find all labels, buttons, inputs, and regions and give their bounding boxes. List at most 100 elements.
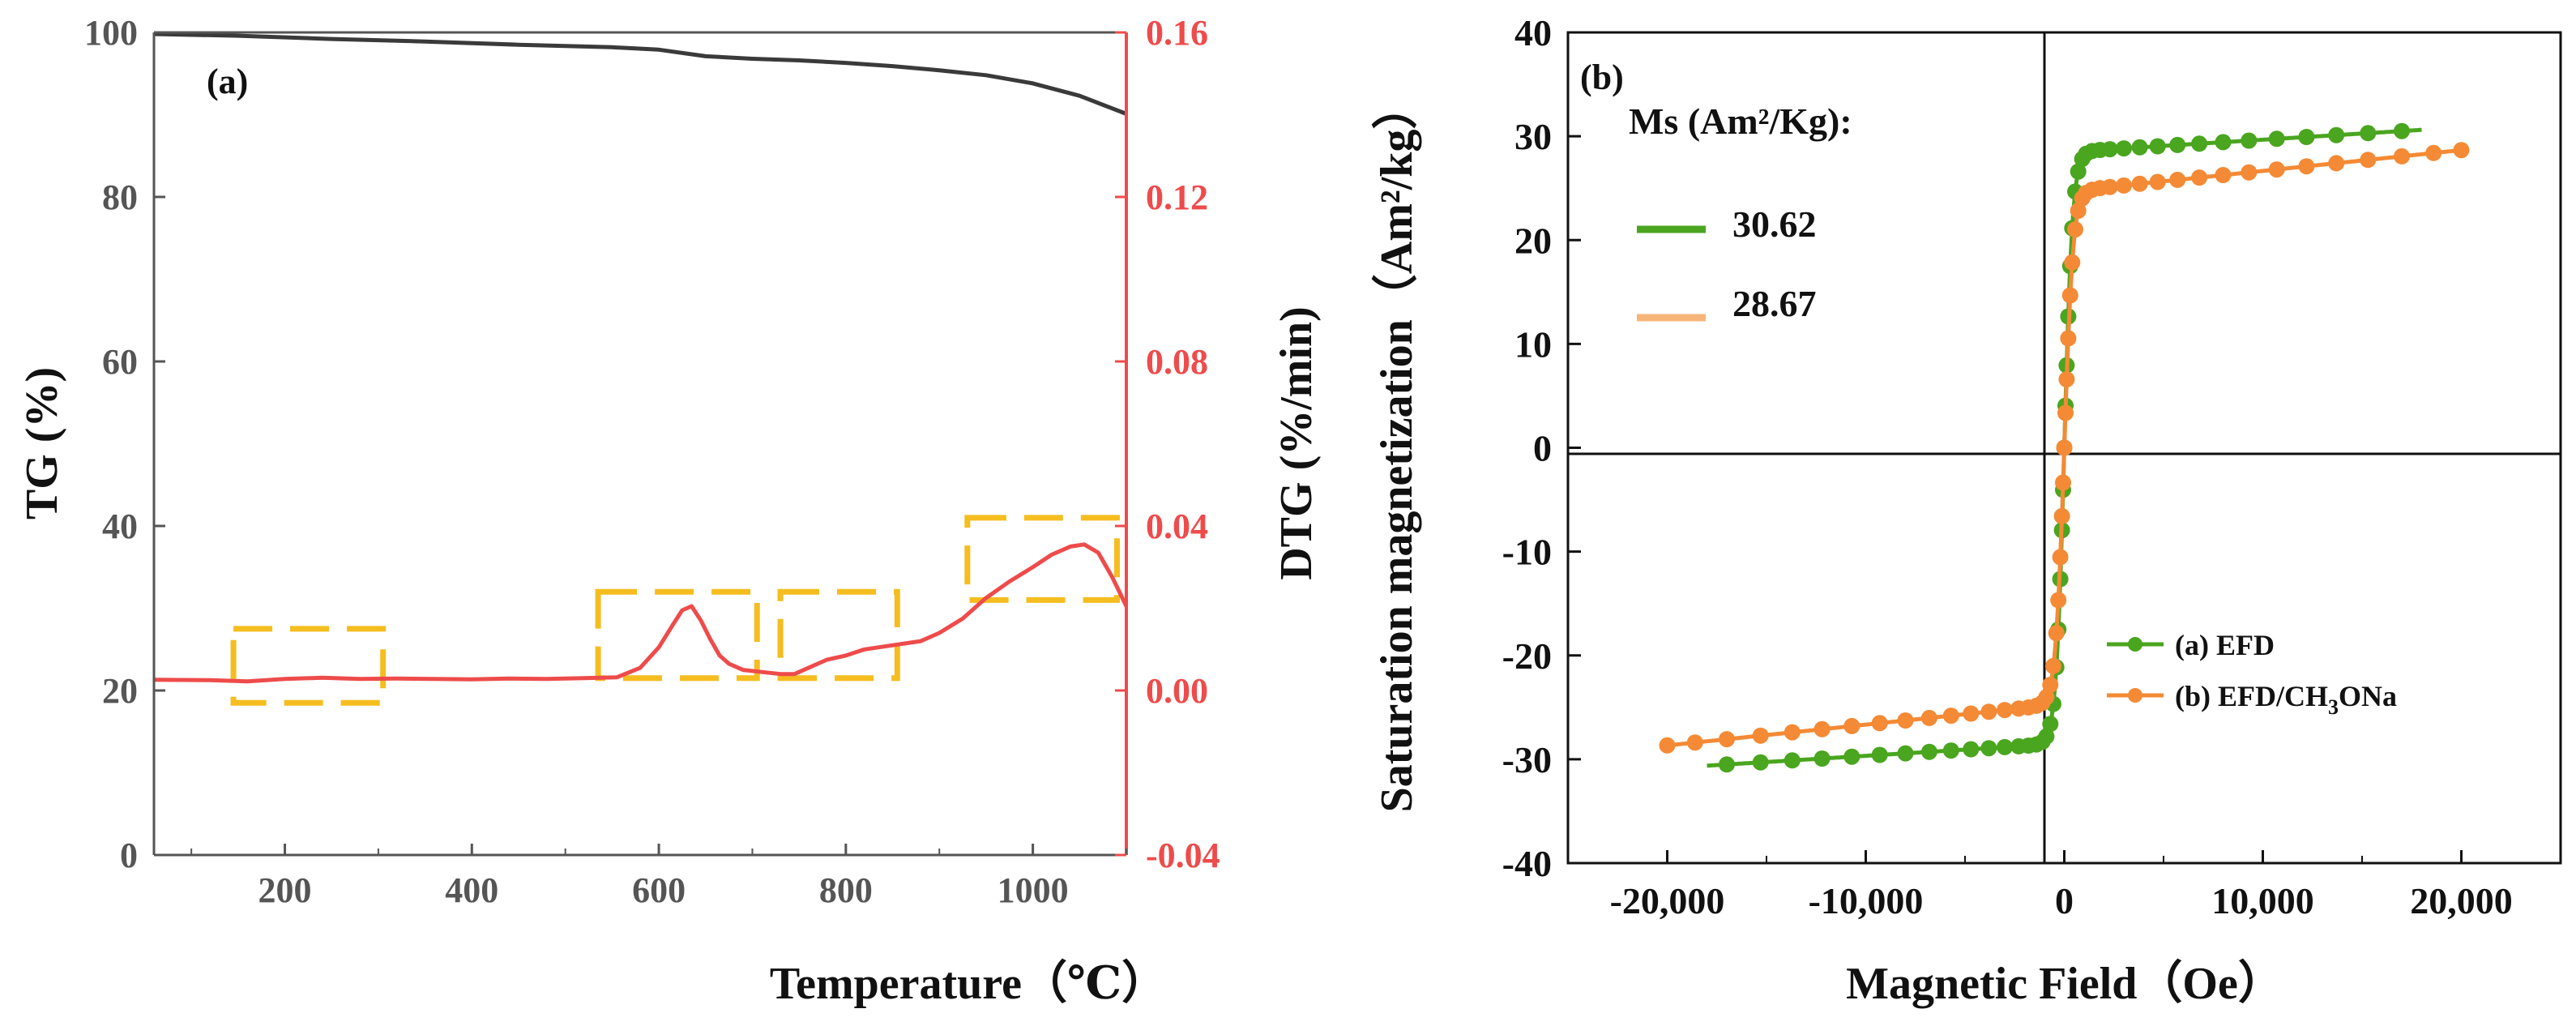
series-efd-point [2328, 126, 2345, 143]
series-efd-point [1719, 756, 1735, 773]
series-efd-point [2215, 134, 2232, 151]
series-efd-point [2241, 132, 2258, 149]
b-x-tick-label: -20,000 [1610, 880, 1725, 921]
series-efd-ch3ona-point [2101, 178, 2118, 195]
series-efd-ch3ona-point [2064, 254, 2081, 271]
series-efd-ch3ona-point [2048, 625, 2065, 642]
a-x-tick-label: 1000 [998, 870, 1069, 910]
series-efd-point [1897, 745, 1914, 762]
series-tg-line [153, 32, 1127, 116]
b-y-tick-label: 30 [1514, 116, 1552, 157]
ms-value-2: 28.67 [1732, 283, 1817, 324]
b-y-axis-label: Saturation magnetization（Am²/kg） [1371, 84, 1422, 813]
series-efd-ch3ona-point [2053, 507, 2070, 524]
series-efd-ch3ona-point [1752, 727, 1769, 744]
ms-value-1: 30.62 [1732, 203, 1817, 245]
series-efd-ch3ona-point [2052, 549, 2069, 566]
a-y-left-label: TG (%) [17, 367, 67, 519]
series-efd-ch3ona-point [1719, 731, 1735, 748]
series-efd-ch3ona-point [1813, 720, 1831, 737]
series-efd-ch3ona-point [2067, 221, 2083, 238]
series-efd-ch3ona-point [2131, 175, 2148, 192]
series-efd-point [1942, 742, 1959, 759]
highlight-box-1 [230, 626, 387, 706]
panel-b-magnetization-chart: -20,000 -10,000 0 10,000 20,000 -40 -30 -20 -10 0… [1371, 12, 2562, 1009]
series-efd-ch3ona-point [1997, 702, 2013, 719]
series-efd-ch3ona-point [2394, 147, 2410, 165]
a-y-right-tick-label: -0.04 [1146, 836, 1220, 875]
series-efd-ch3ona-point [1686, 734, 1703, 751]
series-efd-point [1843, 748, 1860, 765]
a-x-tick-label: 600 [632, 870, 686, 910]
legend-label-efd: (a) EFD [2175, 629, 2275, 661]
legend-item-efd: (a) EFD [2107, 629, 2275, 661]
series-efd-point [1997, 738, 2013, 755]
series-efd-ch3ona-point [2116, 177, 2132, 194]
legend-label-efd-ch3ona: (b) EFD/CH3ONa [2175, 680, 2397, 719]
b-ms-entry-2: 28.67 [1637, 283, 1817, 324]
legend-item-efd-ch3ona: (b) EFD/CH3ONa [2107, 680, 2397, 719]
series-efd-ch3ona-point [2453, 142, 2470, 159]
b-series-layer [1659, 122, 2470, 773]
series-efd-ch3ona-point [2360, 152, 2377, 169]
a-x-tick-label: 800 [819, 870, 873, 910]
b-y-tick-label: 10 [1514, 323, 1552, 365]
legend-label-subscript: 3 [2328, 695, 2339, 719]
series-efd-ch3ona-point [1897, 712, 1914, 729]
series-efd-ch3ona-point [2042, 677, 2059, 693]
b-y-tick-label: -10 [1502, 532, 1552, 573]
series-efd-ch3ona-point [1942, 708, 1959, 725]
b-x-tick-label: 0 [2055, 880, 2074, 921]
highlight-boxes [230, 515, 1120, 706]
highlight-box-2 [595, 588, 760, 682]
series-efd-point [2394, 122, 2410, 139]
a-ticks: 200 400 600 800 1000 0 20 40 60 80 100 -0.04 0.00 0.0… [84, 13, 1220, 910]
series-efd-ch3ona-point [1963, 705, 1980, 722]
series-efd-ch3ona-point [1980, 703, 1997, 720]
series-efd-ch3ona-point [2215, 167, 2232, 183]
b-y-tick-label: -30 [1502, 739, 1552, 780]
b-y-tick-label: 0 [1533, 428, 1552, 469]
b-legend: (a) EFD (b) EFD/CH3ONa [2107, 629, 2397, 719]
series-efd-point [1980, 740, 1997, 757]
series-efd-ch3ona-point [1871, 715, 1888, 732]
series-efd-point [1963, 741, 1980, 758]
a-y-right-tick-label: 0.12 [1146, 177, 1208, 217]
series-efd-ch3ona-point [2061, 287, 2078, 304]
b-y-tick-label: -40 [1502, 843, 1552, 884]
legend-label-main: (b) EFD/CH [2175, 680, 2328, 712]
series-efd-ch3ona-point [2070, 203, 2087, 219]
a-y-right-label: DTG (%/min) [1271, 306, 1322, 580]
legend-label-tail: ONa [2339, 680, 2397, 712]
series-efd-ch3ona-point [2055, 474, 2071, 491]
panel-a-tg-dtg-chart: 200 400 600 800 1000 0 20 40 60 80 100 -0.04 0.00 0.0… [17, 13, 1322, 1009]
b-x-tick-label: -10,000 [1809, 880, 1924, 921]
series-efd-point [2268, 130, 2285, 147]
series-efd-ch3ona-point [2010, 700, 2027, 717]
series-efd-ch3ona-point [2191, 169, 2208, 186]
series-efd-point [1784, 752, 1801, 769]
series-efd-point [2169, 136, 2186, 153]
a-y-left-tick-label: 60 [102, 342, 138, 382]
a-y-right-tick-label: 0.16 [1146, 13, 1208, 53]
b-ms-title: Ms (Am²/Kg): [1629, 100, 1852, 142]
a-y-left-tick-label: 40 [102, 507, 138, 546]
series-efd-ch3ona-point [2045, 657, 2061, 674]
series-efd-ch3ona-point [2328, 155, 2345, 172]
a-y-left-tick-label: 80 [102, 177, 138, 217]
b-y-tick-label: -20 [1502, 635, 1552, 677]
series-efd-ch3ona-point [2268, 161, 2285, 178]
highlight-box-3 [777, 588, 900, 682]
a-y-right-tick-label: 0.04 [1146, 507, 1208, 546]
series-efd-point [2010, 737, 2027, 755]
b-x-tick-label: 10,000 [2211, 880, 2314, 921]
b-y-tick-label: 20 [1514, 220, 1552, 261]
series-efd-point [2149, 138, 2166, 155]
series-efd-ch3ona-point [1920, 709, 1937, 726]
a-x-tick-label: 200 [258, 870, 312, 910]
a-y-right-tick-label: 0.00 [1146, 671, 1208, 711]
series-efd-ch3ona-point [2425, 144, 2442, 161]
b-y-tick-label: 40 [1514, 12, 1552, 53]
a-y-right-tick-label: 0.08 [1146, 342, 1208, 382]
